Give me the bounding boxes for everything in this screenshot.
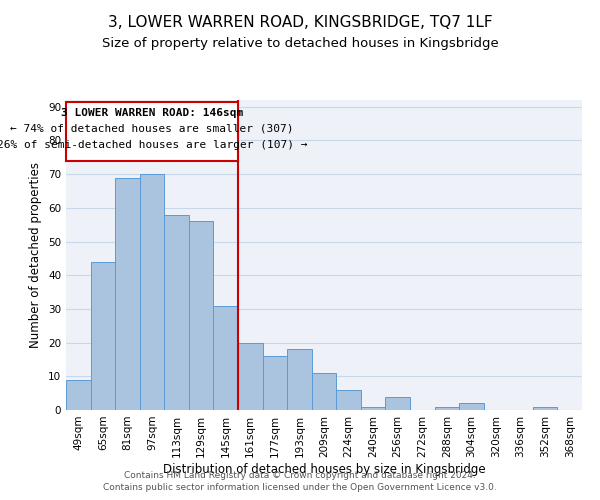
Text: ← 74% of detached houses are smaller (307): ← 74% of detached houses are smaller (30… (10, 124, 294, 134)
Bar (459, 404, 484, 410)
Bar (533, 406, 557, 410)
Text: Contains public sector information licensed under the Open Government Licence v3: Contains public sector information licen… (103, 484, 497, 492)
FancyBboxPatch shape (66, 102, 238, 160)
Y-axis label: Number of detached properties: Number of detached properties (29, 162, 43, 348)
Text: 3, LOWER WARREN ROAD, KINGSBRIDGE, TQ7 1LF: 3, LOWER WARREN ROAD, KINGSBRIDGE, TQ7 1… (107, 15, 493, 30)
Text: 3 LOWER WARREN ROAD: 146sqm: 3 LOWER WARREN ROAD: 146sqm (61, 108, 243, 118)
Bar (312, 373, 336, 410)
Bar (164, 214, 189, 410)
Bar (361, 406, 385, 410)
Bar (263, 356, 287, 410)
Text: 26% of semi-detached houses are larger (107) →: 26% of semi-detached houses are larger (… (0, 140, 307, 150)
Bar (91, 262, 115, 410)
Bar (66, 380, 91, 410)
Bar (385, 396, 410, 410)
Bar (287, 350, 312, 410)
Bar (238, 342, 263, 410)
Bar (189, 222, 214, 410)
Text: Contains HM Land Registry data © Crown copyright and database right 2024.: Contains HM Land Registry data © Crown c… (124, 471, 476, 480)
Bar (214, 306, 238, 410)
X-axis label: Distribution of detached houses by size in Kingsbridge: Distribution of detached houses by size … (163, 462, 485, 475)
Bar (115, 178, 140, 410)
Text: Size of property relative to detached houses in Kingsbridge: Size of property relative to detached ho… (101, 38, 499, 51)
Bar (140, 174, 164, 410)
Bar (434, 406, 459, 410)
Bar (336, 390, 361, 410)
